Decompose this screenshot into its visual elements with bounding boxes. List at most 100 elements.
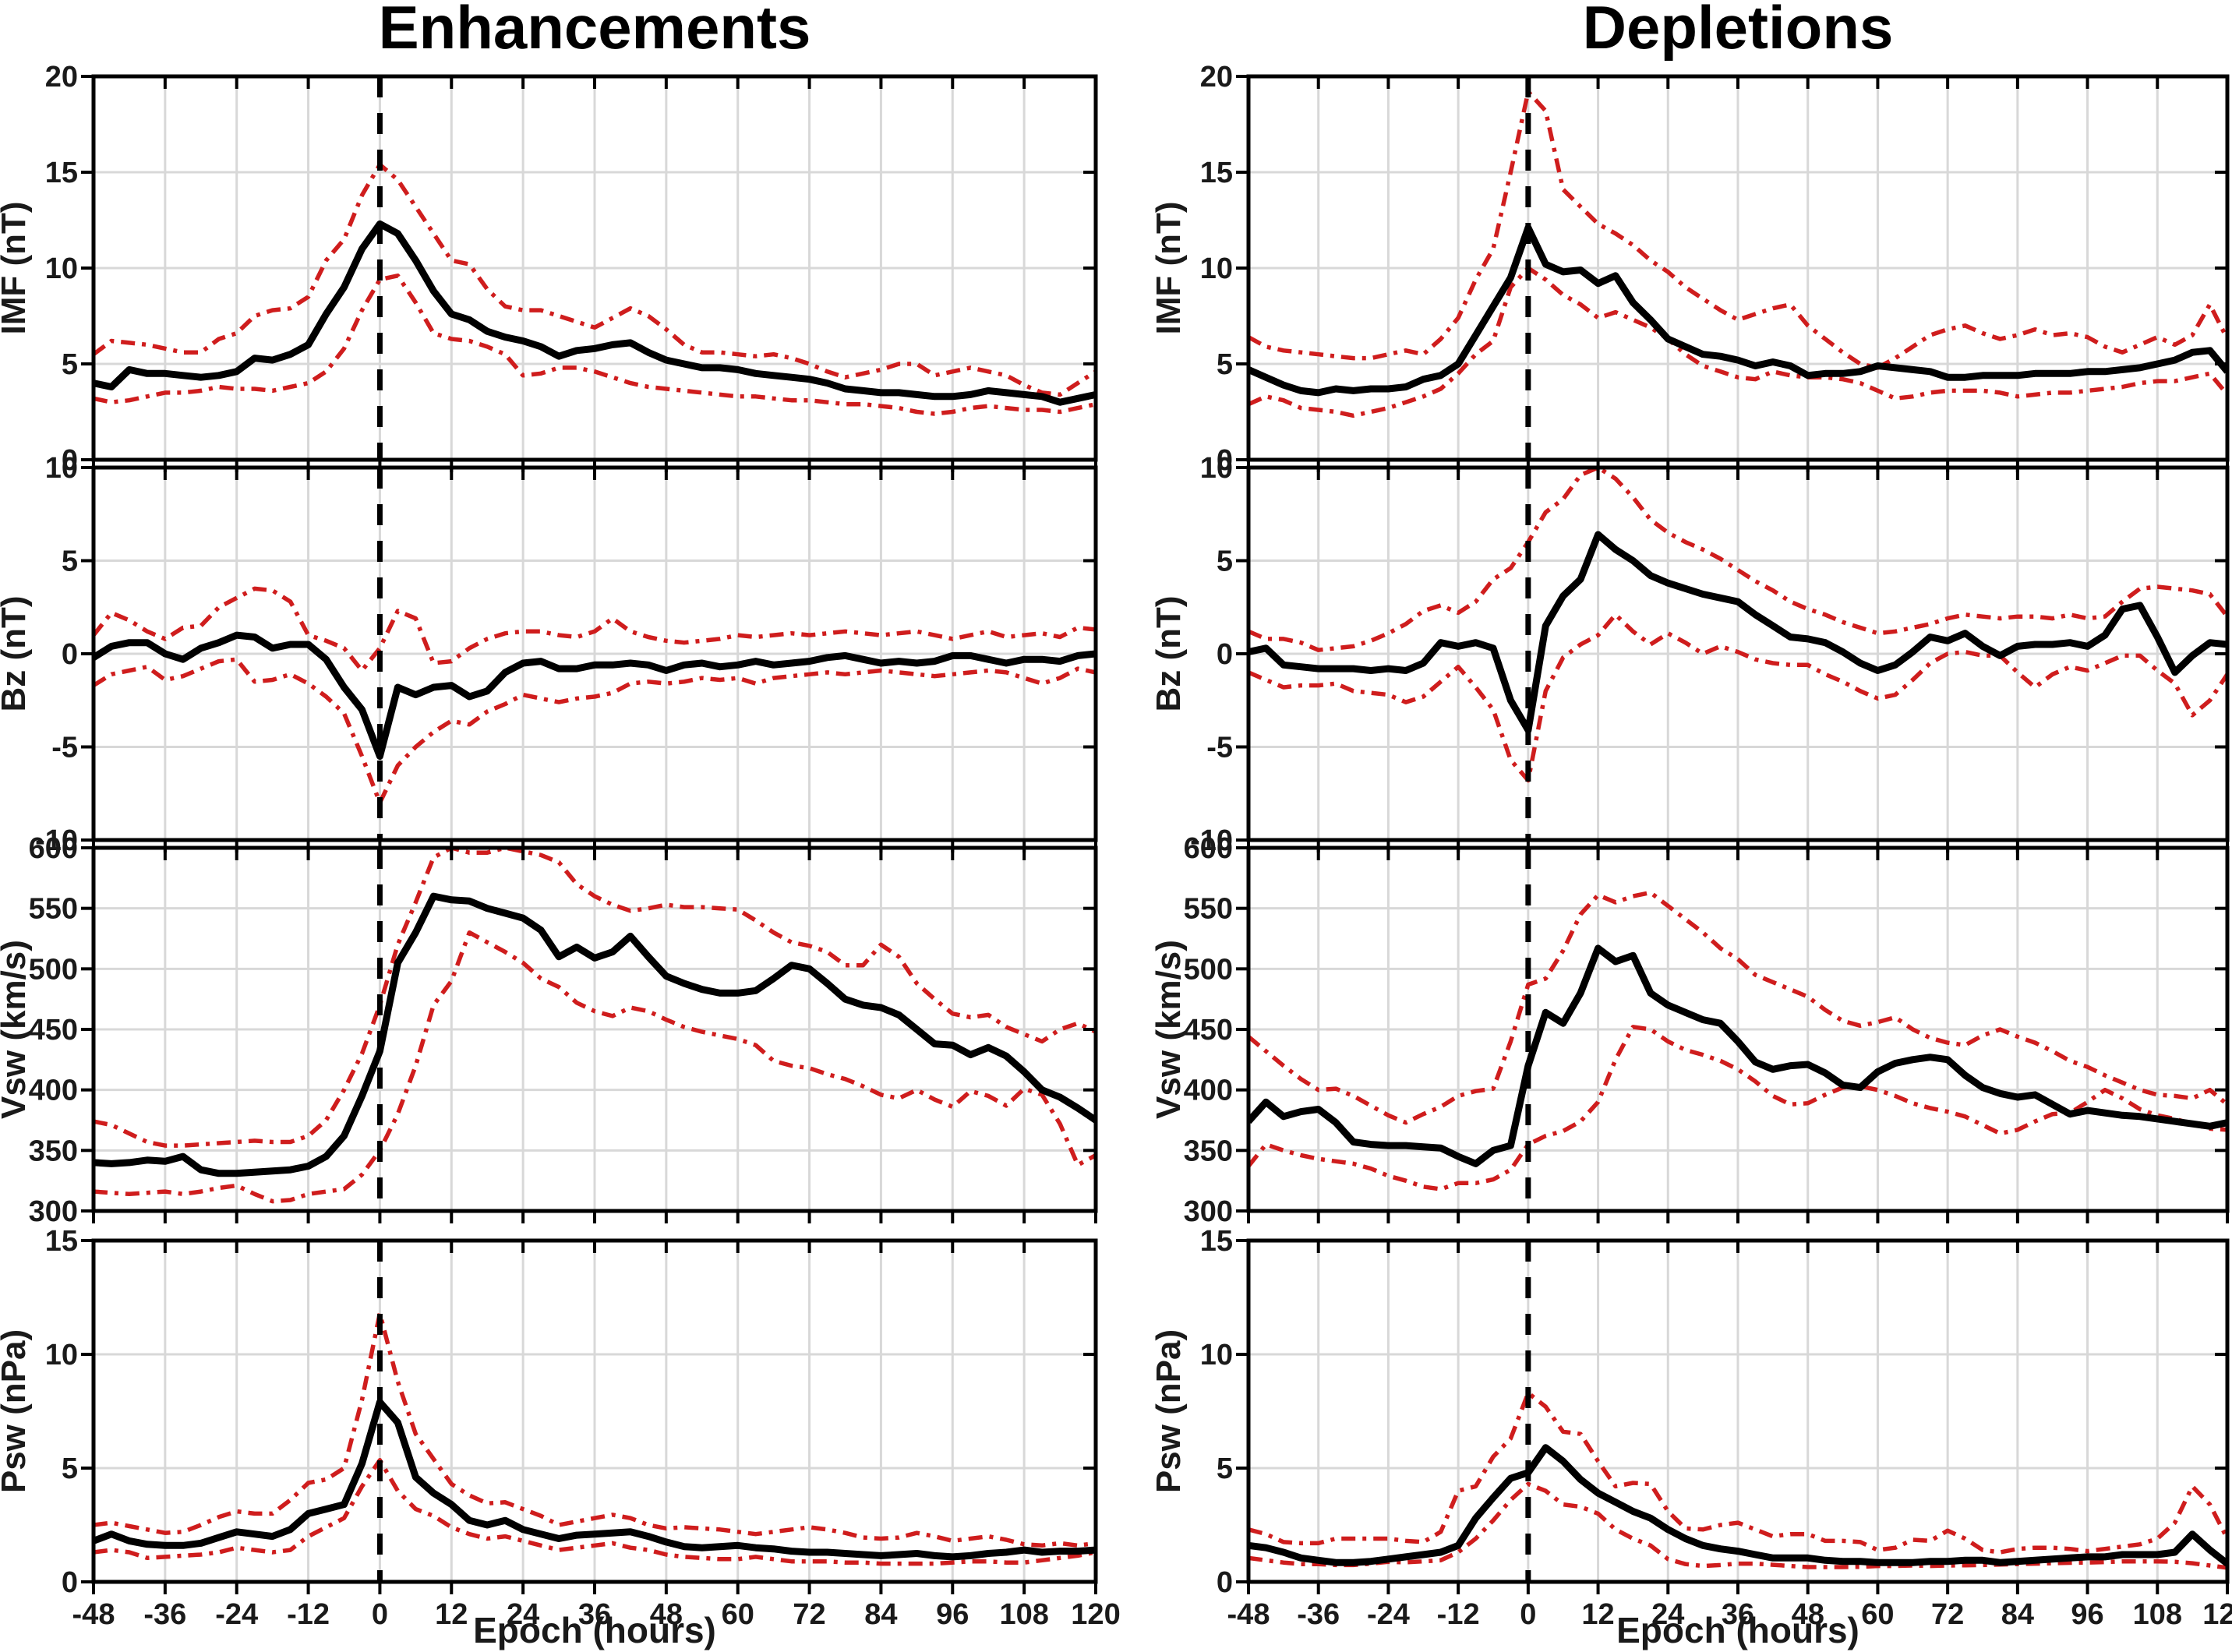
y-tick-label: 550 xyxy=(1184,893,1233,926)
upper-quartile-line xyxy=(94,586,1096,673)
x-tick-label: 72 xyxy=(1931,1598,1964,1631)
y-tick-label: 450 xyxy=(29,1014,78,1047)
y-tick-label: -5 xyxy=(1206,732,1233,764)
y-tick-label: -5 xyxy=(51,732,78,764)
y-tick-label: 20 xyxy=(45,61,78,94)
y-tick-label: -10 xyxy=(35,824,78,857)
y-axis-label: IMF (nT) xyxy=(1150,201,1188,334)
y-tick-label: 5 xyxy=(62,1453,78,1485)
y-tick-label: 0 xyxy=(1217,1566,1233,1599)
curves-layer xyxy=(94,162,1096,416)
y-tick-label: 400 xyxy=(1184,1075,1233,1107)
panel-depletions-bz: -10 -5 0 5 10 Bz (nT) xyxy=(1150,452,2230,857)
median-line xyxy=(1248,224,2227,397)
y-axis-label: Vsw (km/s) xyxy=(1150,940,1188,1119)
lower-quartile-line xyxy=(94,930,1096,1204)
y-tick-label: 600 xyxy=(29,832,78,865)
y-axis-label: Bz (nT) xyxy=(1150,595,1188,711)
median-line xyxy=(1248,1444,2227,1567)
y-tick-label: 0 xyxy=(62,638,78,671)
x-tick-label: 36 xyxy=(578,1598,611,1631)
median-line xyxy=(94,892,1096,1177)
y-tick-label: 0 xyxy=(1217,638,1233,671)
y-tick-label: 5 xyxy=(62,545,78,578)
xaxis-label-right: Epoch (hours) xyxy=(1616,1610,1859,1650)
y-tick-label: 15 xyxy=(1200,157,1233,189)
upper-quartile-line xyxy=(94,848,1096,1148)
x-tick-label: 84 xyxy=(2001,1598,2034,1631)
x-tick-label: -24 xyxy=(215,1598,258,1631)
x-tick-label: 24 xyxy=(507,1598,539,1631)
x-tick-label: 108 xyxy=(2133,1598,2182,1631)
upper-quartile-line xyxy=(94,162,1096,397)
y-tick-label: 10 xyxy=(45,452,78,485)
y-tick-label: 300 xyxy=(29,1195,78,1228)
panel-enhancements-bz: -10 -5 0 5 10 Bz (nT) xyxy=(0,452,1098,857)
x-tick-label: 0 xyxy=(1520,1598,1536,1631)
x-tick-label: 12 xyxy=(1581,1598,1614,1631)
lower-quartile-line xyxy=(94,657,1096,805)
upper-quartile-line xyxy=(1248,1390,2227,1555)
y-tick-label: 500 xyxy=(1184,953,1233,986)
lower-quartile-line xyxy=(94,1458,1096,1566)
x-tick-label: 84 xyxy=(864,1598,897,1631)
panel-enhancements-imf: 0 5 10 15 20 IMF (nT) xyxy=(0,61,1098,477)
y-tick-label: 0 xyxy=(62,444,78,477)
x-tick-label: 120 xyxy=(2202,1598,2232,1631)
y-tick-label: 400 xyxy=(29,1075,78,1107)
x-tick-label: 12 xyxy=(435,1598,468,1631)
y-tick-label: 5 xyxy=(1217,348,1233,381)
y-axis-label: Psw (nPa) xyxy=(1150,1329,1188,1493)
title-enhancements: Enhancements xyxy=(379,0,811,62)
y-axis-label: Vsw (km/s) xyxy=(0,940,33,1119)
y-tick-label: 10 xyxy=(45,1339,78,1371)
y-tick-label: 15 xyxy=(45,157,78,189)
curves-layer xyxy=(1248,468,2227,783)
y-tick-label: 10 xyxy=(1200,1339,1233,1371)
lower-quartile-line xyxy=(1248,266,2227,418)
lower-quartile-line xyxy=(1248,1481,2227,1570)
x-tick-label: 36 xyxy=(1722,1598,1754,1631)
median-line xyxy=(1248,531,2227,734)
y-axis-label: Psw (nPa) xyxy=(0,1329,33,1493)
y-tick-label: 10 xyxy=(1200,252,1233,285)
y-tick-label: 5 xyxy=(1217,545,1233,578)
panel-depletions-imf: 0 5 10 15 20 IMF (nT) xyxy=(1150,61,2230,477)
upper-quartile-line xyxy=(1248,89,2227,370)
y-tick-label: 600 xyxy=(1184,832,1233,865)
curves-layer xyxy=(1248,89,2227,418)
y-tick-label: 450 xyxy=(1184,1014,1233,1047)
x-tick-label: 120 xyxy=(1071,1598,1120,1631)
x-tick-label: 60 xyxy=(722,1598,754,1631)
x-tick-label: 24 xyxy=(1651,1598,1684,1631)
y-tick-label: 5 xyxy=(62,348,78,381)
x-tick-label: 0 xyxy=(372,1598,388,1631)
title-depletions: Depletions xyxy=(1583,0,1894,62)
y-tick-label: 300 xyxy=(1184,1195,1233,1228)
x-tick-label: 96 xyxy=(2071,1598,2103,1631)
y-tick-label: 15 xyxy=(1200,1225,1233,1258)
x-tick-label: -48 xyxy=(1227,1598,1270,1631)
x-tick-label: -12 xyxy=(287,1598,330,1631)
xaxis-label-left: Epoch (hours) xyxy=(473,1610,716,1650)
curves-layer xyxy=(1248,890,2227,1191)
panel-depletions-psw: 0 5 10 15 -48 -36 -24 -12 0 12 24 36 48 60 72 84 96 108 12… xyxy=(1150,1225,2232,1631)
y-tick-label: 20 xyxy=(1200,61,1233,94)
y-axis-label: IMF (nT) xyxy=(0,201,33,334)
y-tick-label: 0 xyxy=(1217,444,1233,477)
y-tick-label: 15 xyxy=(45,1225,78,1258)
x-tick-label: 108 xyxy=(999,1598,1048,1631)
median-line xyxy=(94,1398,1096,1561)
panels-layer: 0 5 10 15 20 IMF (nT) 0 5 10 15 20 IMF (nT) -10 -5 0 5 1… xyxy=(0,61,2232,1631)
lower-quartile-line xyxy=(94,274,1096,416)
x-tick-label: 96 xyxy=(936,1598,969,1631)
upper-quartile-line xyxy=(94,1311,1096,1548)
median-line xyxy=(94,631,1096,760)
panel-enhancements-vsw: 300 350 400 450 500 550 600 Vsw (km/s) xyxy=(0,832,1098,1228)
median-line xyxy=(1248,944,2227,1167)
x-tick-label: 72 xyxy=(793,1598,825,1631)
y-tick-label: 10 xyxy=(1200,452,1233,485)
upper-quartile-line xyxy=(1248,468,2227,652)
